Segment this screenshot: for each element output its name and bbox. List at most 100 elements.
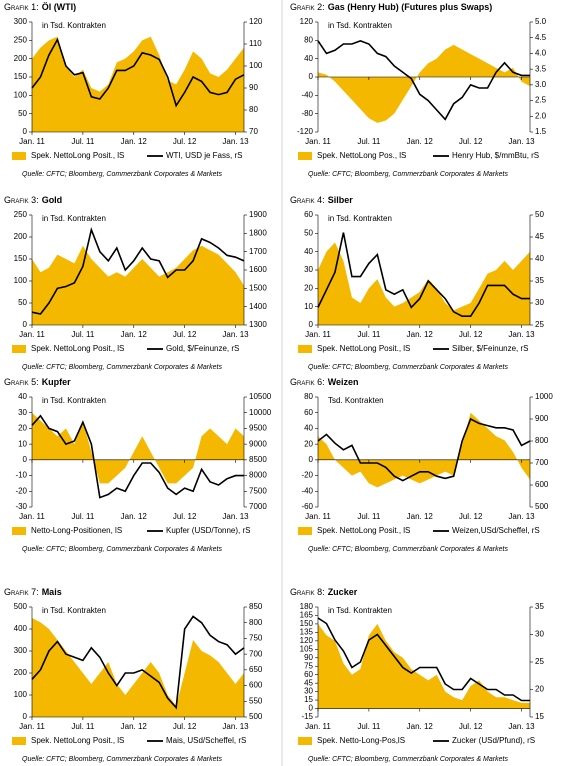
y-tick-label: 0 [309, 704, 314, 713]
y2-tick-label: 4.0 [535, 49, 547, 58]
chart-name: Kupfer [42, 377, 71, 387]
x-tick-label: Jan. 13 [508, 722, 535, 731]
y2-tick-label: 35 [535, 602, 544, 611]
y-tick-label: 200 [14, 54, 28, 63]
chart-label: Grafik 5: [4, 377, 39, 387]
line [317, 232, 530, 318]
y-tick-label: 200 [14, 668, 28, 677]
line [31, 37, 245, 108]
area [318, 242, 530, 325]
legend-label: Spek. NettoLong Posit., lS [317, 526, 410, 535]
legend-label: Netto-Long-Positionen, lS [31, 526, 122, 535]
y2-tick-label: 650 [249, 665, 263, 674]
legend-label: Spek. NettoLong Posit., lS [31, 151, 124, 160]
y-tick-label: 90 [304, 653, 313, 662]
chart-label: Grafik 7: [4, 587, 39, 597]
y-tick-label: -120 [297, 127, 314, 136]
y-tick-label: 60 [304, 210, 313, 219]
legend-swatch [298, 152, 312, 160]
y-tick-label: 150 [14, 72, 28, 81]
chart-title: Grafik 4: Silber [290, 195, 353, 205]
x-tick-label: Jan. 13 [508, 512, 535, 521]
y-tick-label: 30 [304, 687, 313, 696]
y2-tick-label: 8500 [249, 455, 267, 464]
y-tick-label: 75 [304, 661, 313, 670]
x-tick-label: Jul. 11 [71, 330, 95, 339]
y2-tick-label: 2.5 [535, 96, 547, 105]
y2-tick-label: 600 [535, 480, 549, 489]
chart-name: Öl (WTI) [42, 2, 77, 12]
y-tick-label: 250 [14, 35, 28, 44]
y-tick-label: 100 [14, 90, 28, 99]
y-tick-label: 30 [18, 408, 27, 417]
y2-tick-label: 600 [249, 681, 263, 690]
x-tick-label: Jan. 12 [121, 722, 148, 731]
y-tick-label: 0 [309, 320, 314, 329]
y-tick-label: 60 [304, 408, 313, 417]
y-tick-label: 105 [300, 644, 314, 653]
x-tick-label: Jan. 12 [407, 512, 434, 521]
y2-tick-label: 25 [535, 657, 544, 666]
y2-tick-label: 3.5 [535, 64, 547, 73]
y2-tick-label: 5.0 [535, 17, 547, 26]
legend-swatch [298, 345, 312, 353]
y2-tick-label: 1900 [249, 210, 267, 219]
y2-tick-label: 700 [535, 458, 549, 467]
y2-tick-label: 700 [249, 649, 263, 658]
y2-tick-label: 750 [249, 634, 263, 643]
annotation: in Tsd. Kontrakten [42, 396, 106, 405]
y2-tick-label: 45 [535, 232, 544, 241]
y2-tick-label: 20 [535, 685, 544, 694]
y-tick-label: 135 [300, 627, 314, 636]
y-tick-label: 40 [18, 392, 27, 401]
y-tick-label: 20 [304, 439, 313, 448]
y-tick-label: 20 [304, 283, 313, 292]
y2-tick-label: 25 [535, 320, 544, 329]
y-tick-label: 400 [14, 624, 28, 633]
chart-title: Grafik 1: Öl (WTI) [4, 2, 76, 12]
y-tick-label: -80 [301, 109, 313, 118]
y2-tick-label: 7500 [249, 486, 267, 495]
legend-swatch [12, 152, 26, 160]
x-tick-label: Jan. 12 [121, 512, 148, 521]
x-tick-label: Jul. 12 [173, 137, 197, 146]
y-tick-label: 15 [304, 695, 313, 704]
chart-label: Grafik 2: [290, 2, 325, 12]
legend-label: Spek. NettoLong Posit., lS [31, 344, 124, 353]
legend-label: Spek. NettoLong Pos., lS [317, 151, 406, 160]
y-tick-label: 0 [23, 712, 28, 721]
y2-tick-label: 1600 [249, 265, 267, 274]
y2-tick-label: 500 [249, 712, 263, 721]
x-tick-label: Jul. 12 [173, 330, 197, 339]
y2-tick-label: 70 [249, 127, 258, 136]
y-tick-label: 200 [14, 232, 28, 241]
annotation: in Tsd. Kontrakten [328, 21, 392, 30]
x-tick-label: Jan. 11 [305, 137, 331, 146]
legend-swatch [12, 345, 26, 353]
area [318, 623, 530, 709]
legend-label: Gold, $/Feinunze, rS [166, 344, 239, 353]
legend-label: Kupfer (USD/Tonne), rS [166, 526, 250, 535]
y2-tick-label: 500 [535, 502, 549, 511]
annotation: in Tsd. Kontrakten [328, 214, 392, 223]
x-tick-label: Jan. 11 [19, 137, 45, 146]
y2-tick-label: 1000 [535, 392, 553, 401]
y-tick-label: 45 [304, 678, 313, 687]
x-tick-label: Jul. 12 [459, 137, 483, 146]
y2-tick-label: 7000 [249, 502, 267, 511]
y2-tick-label: 10000 [249, 408, 272, 417]
x-tick-label: Jan. 11 [305, 722, 331, 731]
y2-tick-label: 1500 [249, 283, 267, 292]
y-tick-label: -30 [15, 502, 27, 511]
chart-title: Grafik 2: Gas (Henry Hub) (Futures plus S… [290, 2, 492, 12]
y-tick-label: 0 [23, 455, 28, 464]
x-tick-label: Jul. 12 [173, 512, 197, 521]
legend-swatch [298, 527, 312, 535]
legend-label: Zucker (USd/Pfund), rS [452, 736, 535, 745]
y2-tick-label: 1700 [249, 247, 267, 256]
y-tick-label: 120 [300, 17, 314, 26]
chart-label: Grafik 1: [4, 2, 39, 12]
x-tick-label: Jan. 12 [407, 330, 434, 339]
y2-tick-label: 3.0 [535, 80, 547, 89]
chart-title: Grafik 8: Zucker [290, 587, 358, 597]
